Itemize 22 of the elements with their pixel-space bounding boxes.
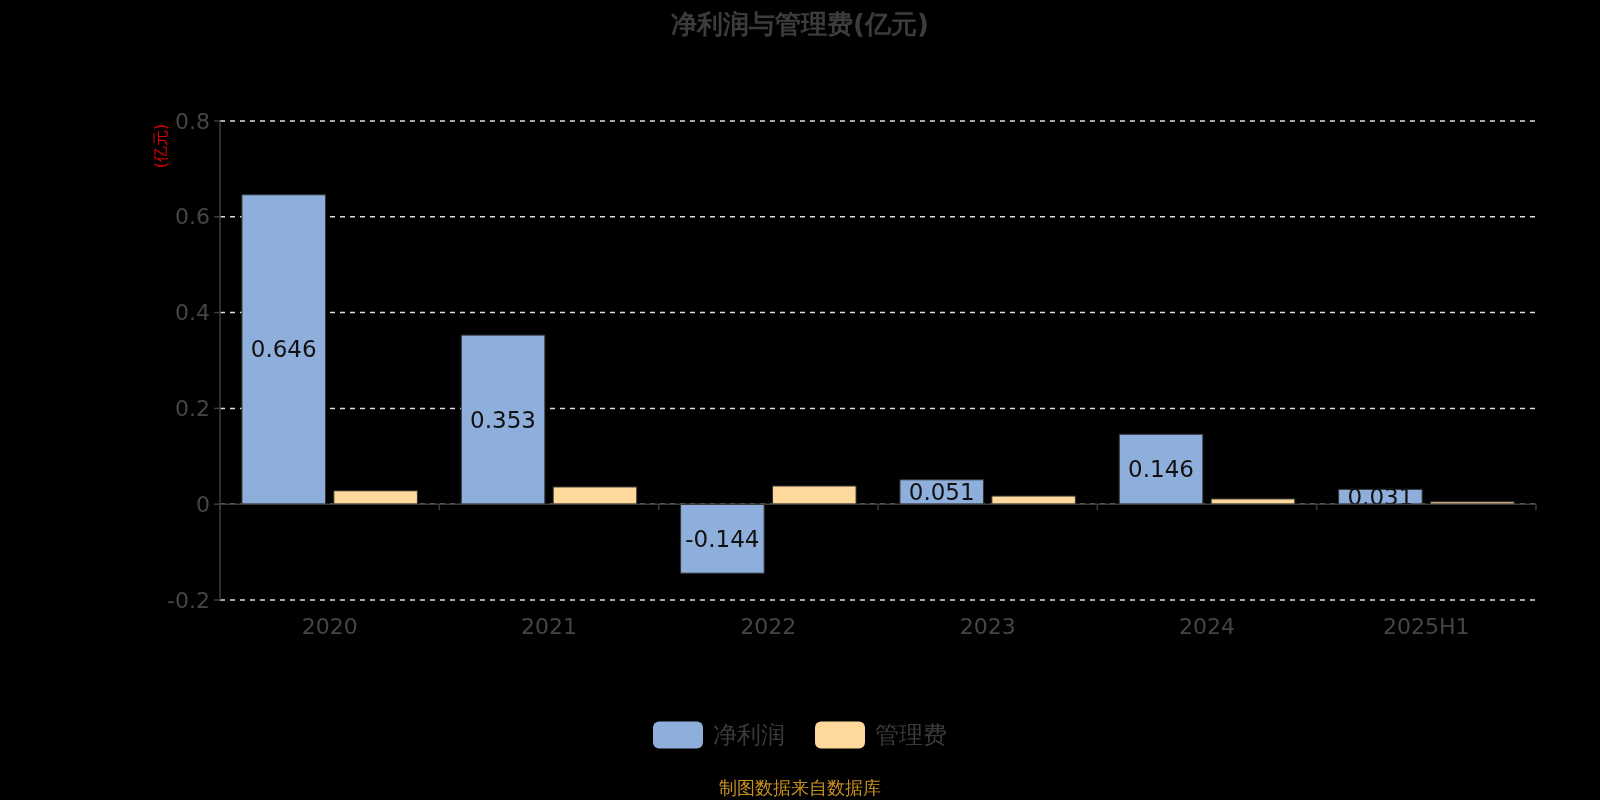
x-tick-label: 2022 [740,613,797,639]
data-label: 0.146 [1128,456,1194,483]
y-tick-label: 0.6 [175,204,210,230]
x-tick-label: 2024 [1179,613,1235,639]
y-tick-label: 0 [196,491,210,517]
x-tick-label: 2025H1 [1383,613,1470,639]
y-tick-label: -0.2 [167,587,210,613]
legend-label: 管理费 [875,721,947,749]
chart-title: 净利润与管理费(亿元) [671,9,929,39]
x-tick-label: 2023 [959,613,1016,639]
data-label: 0.353 [470,406,536,433]
data-label: -0.144 [685,525,760,552]
legend-label: 净利润 [713,721,785,749]
data-label: 0.646 [250,336,317,363]
x-tick-label: 2021 [521,613,577,639]
y-tick-label: 0.4 [175,300,210,326]
data-label: 0.051 [908,478,975,505]
y-axis-title: (亿元) [150,123,170,169]
y-tick-label: 0.8 [175,108,210,134]
text: 制图数据来自数据库 [719,776,881,798]
y-tick-label: 0.2 [175,395,210,421]
x-tick-label: 2020 [301,613,358,639]
